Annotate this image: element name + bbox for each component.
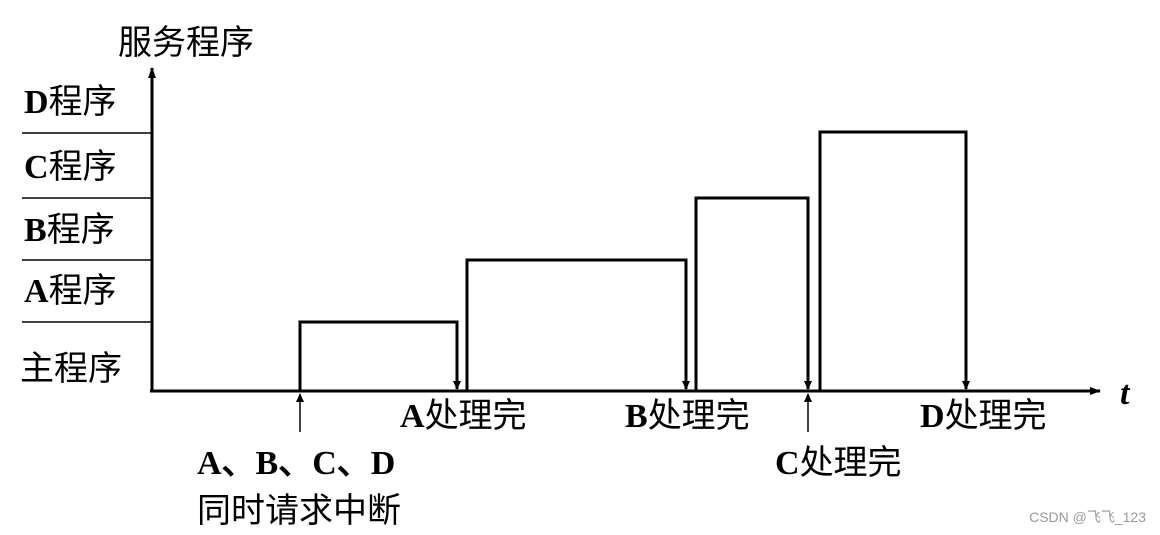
level-label: D程序 <box>24 83 117 121</box>
execution-trace <box>296 130 970 432</box>
watermark: CSDN @飞飞_123 <box>1029 509 1146 525</box>
event-label: B处理完 <box>625 397 750 435</box>
level-label: C程序 <box>24 148 117 186</box>
level-separators <box>22 132 152 323</box>
event-label: D处理完 <box>920 397 1047 435</box>
step-d <box>818 130 970 391</box>
y-axis-title: 服务程序 <box>118 24 254 62</box>
step-b <box>465 258 690 391</box>
step-c <box>694 196 812 391</box>
event-label: C处理完 <box>775 444 902 482</box>
request-letters: A、B、C、D <box>197 445 395 482</box>
level-label: B程序 <box>24 211 115 249</box>
level-label: A程序 <box>24 272 117 310</box>
level-label: 主程序 <box>20 350 122 388</box>
step-a <box>298 320 461 391</box>
x-axis-label: t <box>1120 375 1131 412</box>
event-label: A处理完 <box>400 397 527 435</box>
request-text: 同时请求中断 <box>197 492 401 530</box>
